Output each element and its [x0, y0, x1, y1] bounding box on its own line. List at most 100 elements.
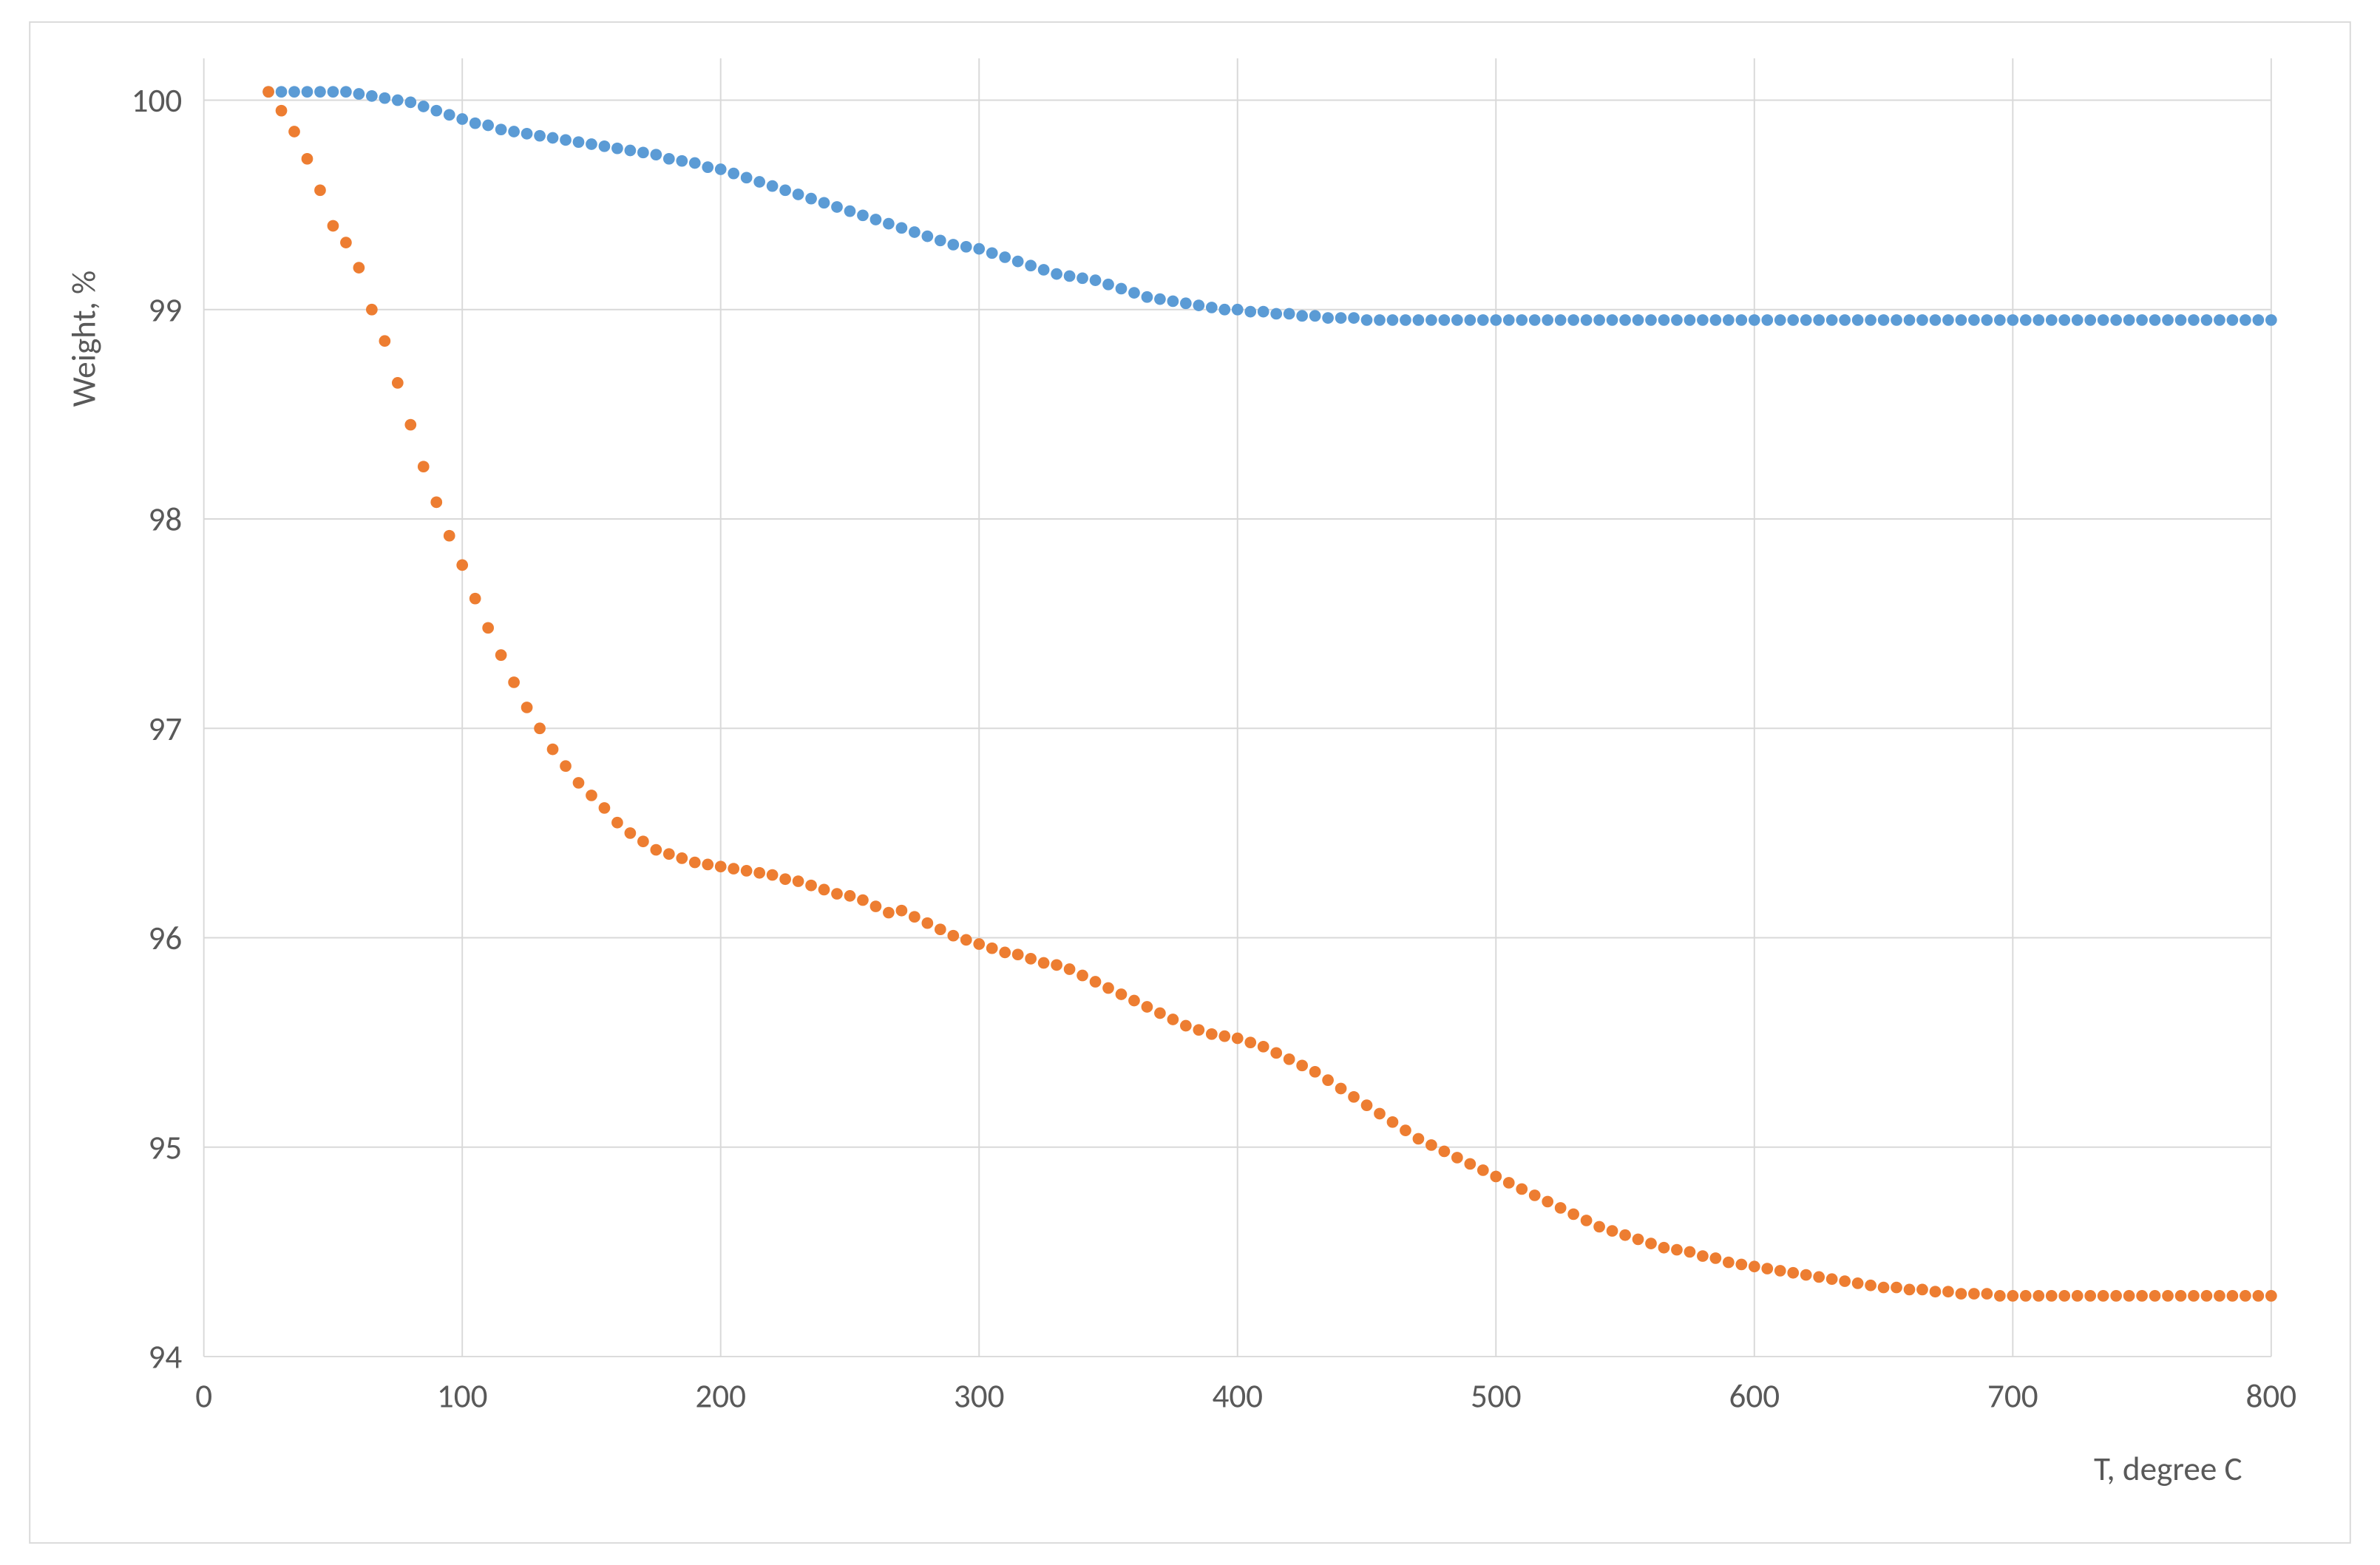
- data-point: [2149, 314, 2161, 326]
- data-point: [793, 189, 804, 200]
- data-point: [2162, 1290, 2174, 1302]
- data-point: [288, 126, 300, 138]
- x-tick-label: 500: [1471, 1376, 1522, 1417]
- data-point: [353, 262, 365, 274]
- y-tick-label: 100: [132, 81, 183, 121]
- data-point: [1232, 304, 1244, 316]
- data-point: [1619, 314, 1631, 326]
- data-point: [986, 247, 998, 259]
- data-point: [909, 911, 921, 923]
- data-point: [2265, 314, 2277, 326]
- data-point: [1981, 1288, 1993, 1300]
- data-point: [1102, 982, 1114, 994]
- data-point: [2201, 1290, 2213, 1302]
- data-point: [715, 860, 727, 872]
- data-point: [1025, 259, 1037, 271]
- data-point: [1968, 314, 1980, 326]
- data-point: [495, 123, 507, 135]
- chart-border: [30, 22, 2350, 1543]
- data-point: [302, 153, 313, 165]
- data-point: [702, 859, 713, 871]
- data-point: [1942, 314, 1954, 326]
- gridlines: [204, 58, 2271, 1357]
- data-point: [560, 134, 572, 146]
- data-point: [1322, 1074, 1334, 1086]
- data-point: [1128, 995, 1140, 1007]
- data-point: [1116, 283, 1128, 295]
- data-point: [1413, 1133, 1425, 1145]
- data-point: [805, 880, 817, 892]
- data-point: [1218, 304, 1230, 316]
- data-point: [1309, 310, 1321, 322]
- data-point: [947, 239, 959, 251]
- data-point: [482, 622, 494, 634]
- x-tick-label: 700: [1987, 1376, 2038, 1417]
- data-point: [650, 149, 662, 160]
- data-point: [534, 722, 546, 734]
- data-point: [1581, 314, 1593, 326]
- data-point: [314, 184, 326, 196]
- data-point: [2265, 1290, 2277, 1302]
- data-point: [1309, 1066, 1321, 1078]
- data-point: [2253, 314, 2265, 326]
- data-point: [1413, 314, 1425, 326]
- data-point: [2123, 314, 2135, 326]
- data-point: [1774, 314, 1786, 326]
- data-point: [1607, 1225, 1618, 1237]
- data-point: [1387, 314, 1399, 326]
- data-point: [430, 105, 442, 117]
- data-point: [482, 120, 494, 132]
- data-point: [1193, 1024, 1204, 1036]
- data-point: [2214, 1290, 2225, 1302]
- data-point: [1607, 314, 1618, 326]
- y-axis-title: Weight, %: [64, 271, 105, 407]
- data-point: [909, 226, 921, 238]
- data-point: [1826, 1273, 1838, 1285]
- data-point: [2175, 1290, 2187, 1302]
- data-point: [1244, 1036, 1256, 1048]
- data-point: [340, 86, 352, 98]
- data-point: [1645, 1238, 1657, 1249]
- data-point: [1839, 314, 1851, 326]
- data-point: [1038, 264, 1050, 276]
- data-point: [302, 86, 313, 98]
- data-point: [1593, 1221, 1605, 1233]
- data-point: [1284, 1053, 1295, 1065]
- data-point: [896, 222, 908, 234]
- data-point: [1400, 1124, 1411, 1136]
- data-point: [1826, 314, 1838, 326]
- data-point: [1477, 314, 1489, 326]
- data-point: [276, 86, 288, 98]
- data-point: [1270, 308, 1282, 320]
- data-point: [663, 848, 675, 860]
- data-point: [1218, 1031, 1230, 1042]
- data-point: [469, 118, 481, 129]
- data-point: [1451, 1152, 1463, 1164]
- data-point: [1956, 314, 1967, 326]
- data-point: [1710, 1252, 1722, 1264]
- data-point: [2020, 314, 2032, 326]
- data-point: [793, 875, 804, 887]
- data-point: [1206, 302, 1218, 313]
- tga-chart: 0100200300400500600700800949596979899100…: [15, 15, 2365, 1550]
- y-tick-label: 98: [149, 500, 183, 540]
- data-point: [2188, 314, 2200, 326]
- data-point: [2227, 314, 2239, 326]
- data-point: [1555, 314, 1567, 326]
- data-point: [611, 143, 623, 155]
- data-point: [288, 86, 300, 98]
- data-point: [1284, 308, 1295, 320]
- data-point: [844, 890, 856, 902]
- data-point: [999, 947, 1011, 959]
- data-point: [1270, 1047, 1282, 1059]
- data-point: [547, 744, 559, 756]
- data-point: [2007, 314, 2018, 326]
- data-point: [689, 157, 701, 169]
- data-point: [779, 184, 791, 196]
- data-point: [1735, 1259, 1747, 1271]
- data-point: [1516, 1184, 1528, 1195]
- data-point: [1930, 314, 1942, 326]
- data-point: [508, 676, 520, 688]
- data-point: [2240, 314, 2251, 326]
- data-point: [521, 128, 533, 140]
